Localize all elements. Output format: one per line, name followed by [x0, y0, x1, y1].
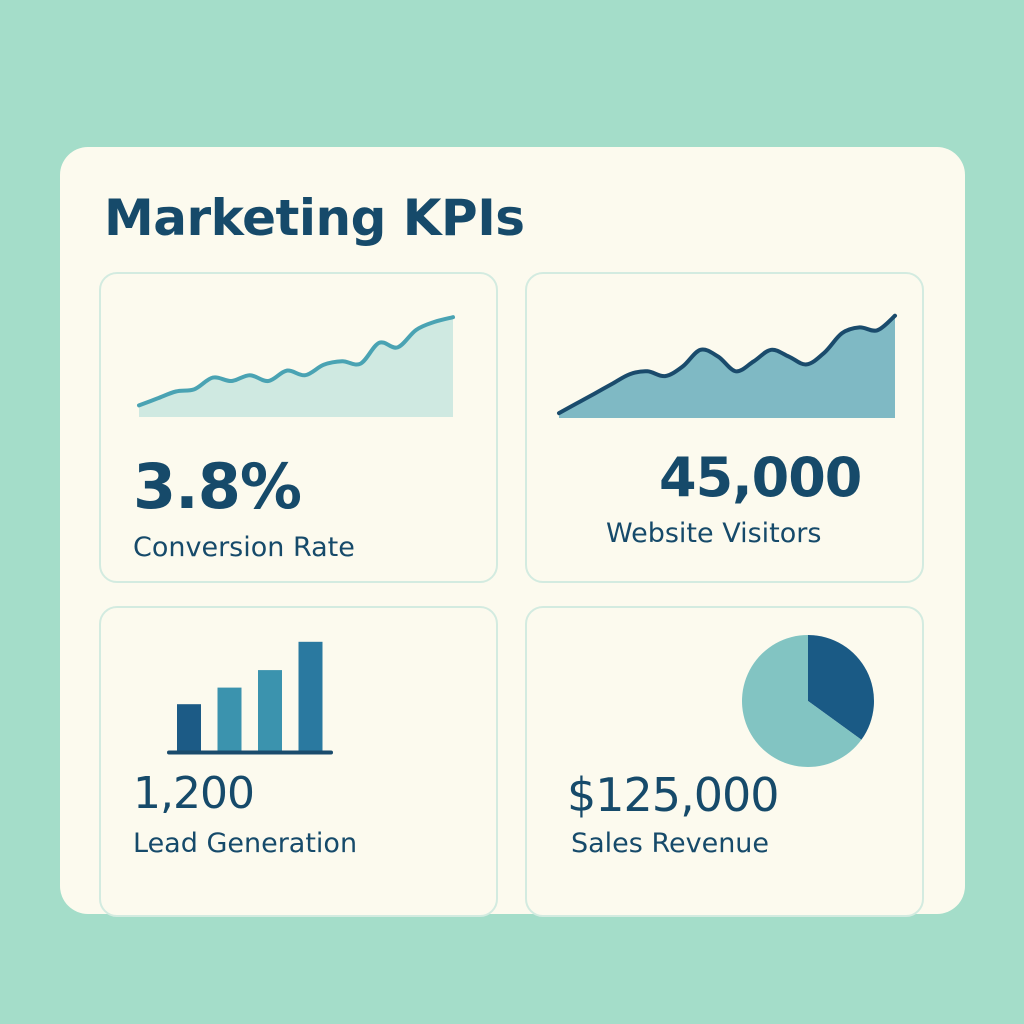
bar — [217, 687, 242, 751]
kpi-label: Lead Generation — [133, 828, 358, 859]
bar — [298, 641, 323, 751]
pie-slice — [808, 635, 875, 740]
kpi-label: Website Visitors — [606, 518, 822, 549]
kpi-card-website-visitors: 45,000 Website Visitors — [525, 272, 924, 583]
kpi-label: Conversion Rate — [133, 532, 355, 563]
kpi-card-conversion-rate: 3.8% Conversion Rate — [99, 272, 498, 583]
series-area — [139, 317, 453, 417]
lead-generation-bar-chart — [167, 641, 333, 755]
kpi-value: 1,200 — [133, 768, 255, 819]
kpi-card-lead-generation: 1,200 Lead Generation — [99, 606, 498, 917]
conversion-rate-area-chart — [137, 315, 455, 417]
series-line — [137, 315, 455, 408]
kpi-label: Sales Revenue — [571, 828, 770, 859]
kpi-value: $125,000 — [567, 768, 779, 822]
sales-revenue-pie-chart — [742, 635, 875, 767]
kpi-value: 3.8% — [133, 450, 302, 523]
page-title: Marketing KPIs — [104, 189, 525, 247]
bar — [258, 670, 282, 751]
pie-slice — [742, 635, 862, 767]
series-line — [557, 313, 897, 416]
bar — [177, 704, 201, 751]
kpi-value: 45,000 — [659, 446, 862, 509]
website-visitors-area-chart — [557, 313, 897, 418]
kpi-card-sales-revenue: $125,000 Sales Revenue — [525, 606, 924, 917]
